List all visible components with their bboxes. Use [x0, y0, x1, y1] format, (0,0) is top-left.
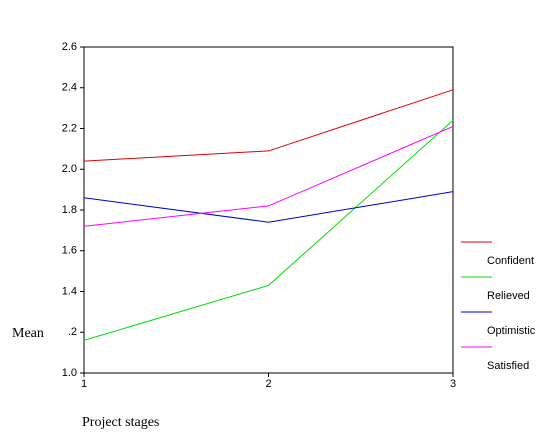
y-tick-label: 1.8 — [62, 204, 77, 216]
legend-label: Relieved — [487, 290, 530, 302]
series-line — [83, 119, 454, 341]
y-tick-label: 2.4 — [62, 82, 77, 94]
y-tick-label: 2.6 — [62, 41, 77, 53]
x-tick-label: 3 — [450, 378, 456, 390]
legend-label: Confident — [487, 255, 534, 267]
series-line — [83, 126, 454, 227]
y-tick-label: 2.0 — [62, 163, 77, 175]
y-tick-label: .2 — [68, 326, 77, 338]
x-tick-label: 1 — [81, 378, 87, 390]
series-line — [83, 89, 454, 162]
y-tick-label: 1.4 — [62, 285, 77, 297]
x-tick-label: 2 — [265, 378, 271, 390]
y-tick-label: 1.6 — [62, 245, 77, 257]
y-axis-label: Mean — [12, 326, 44, 341]
legend-label: Satisfied — [487, 360, 529, 372]
y-tick-label: 2.2 — [62, 122, 77, 134]
y-tick-label: 1.0 — [62, 367, 77, 379]
legend-label: Optimistic — [487, 325, 536, 337]
series-line — [83, 191, 454, 223]
x-axis-label: Project stages — [82, 415, 159, 430]
